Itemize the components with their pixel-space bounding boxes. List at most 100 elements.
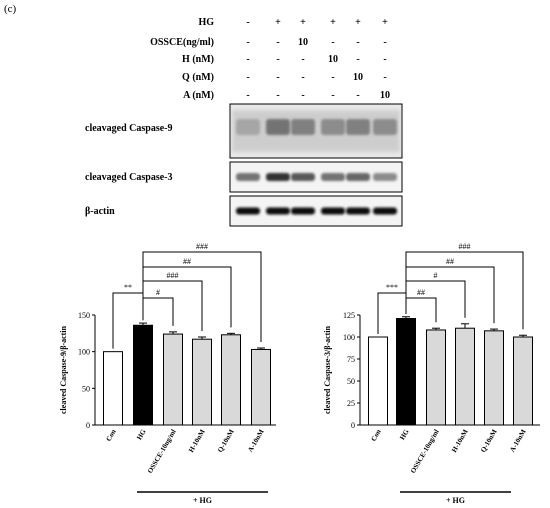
bar <box>251 348 271 426</box>
table-cell: - <box>276 54 279 65</box>
blot-band <box>373 207 397 215</box>
significance-label: ## <box>183 257 191 266</box>
significance-label: # <box>434 271 438 280</box>
blot-band <box>266 207 290 215</box>
table-cell: + <box>355 17 361 28</box>
table-row-label: OSSCE(ng/ml) <box>150 37 214 48</box>
y-tick-label: 0 <box>86 421 90 430</box>
significance-bracket <box>142 266 232 328</box>
blot-band <box>291 119 315 135</box>
table-cell: 10 <box>328 54 338 65</box>
table-cell: - <box>246 72 249 83</box>
table-cell: - <box>383 72 386 83</box>
x-tick-label: OSSCE-10ng/ml <box>146 428 178 475</box>
table-cell: - <box>331 90 334 101</box>
blot-band <box>236 119 260 135</box>
table-row-label: Q (nM) <box>182 72 214 83</box>
table-cell: + <box>275 17 281 28</box>
bar <box>103 351 123 426</box>
significance-label: ## <box>417 288 425 297</box>
bar <box>221 334 241 426</box>
table-cell: - <box>246 37 249 48</box>
significance-label: # <box>156 288 160 297</box>
table-cell: + <box>330 17 336 28</box>
bar <box>426 329 446 426</box>
panel-label: (c) <box>4 3 17 15</box>
table-cell: - <box>356 54 359 65</box>
blot-band <box>373 119 397 135</box>
x-tick-label: H-10nM <box>450 428 470 454</box>
treatment-table: HG - + + + + + OSSCE(ng/ml) - - 10 - - - H (nM) - - - 10 - -… <box>150 17 390 101</box>
table-cell: 10 <box>298 37 308 48</box>
x-tick-label: Con <box>105 428 118 443</box>
table-cell: - <box>276 90 279 101</box>
table-cell: + <box>382 17 388 28</box>
table-cell: - <box>383 54 386 65</box>
table-cell: - <box>246 90 249 101</box>
x-tick-label: Q-10nM <box>479 428 499 454</box>
bar <box>368 336 388 426</box>
blot-band <box>291 207 315 215</box>
blot-label: β-actin <box>85 206 115 217</box>
y-axis-label: cleaved Caspase-3/β-actin <box>323 325 332 414</box>
significance-bracket <box>142 251 262 342</box>
table-cell: - <box>301 72 304 83</box>
significance-label: ** <box>124 283 132 292</box>
blot-band <box>346 207 370 215</box>
blot-band <box>236 207 260 215</box>
significance-label: ### <box>459 242 471 251</box>
bar <box>513 336 533 426</box>
table-cell: - <box>301 54 304 65</box>
x-tick-label: HG <box>135 428 148 442</box>
blot-band <box>291 173 315 181</box>
table-cell: - <box>383 37 386 48</box>
significance-label: *** <box>386 283 398 292</box>
table-row-label: A (nM) <box>183 90 214 101</box>
x-tick-label: Con <box>370 428 383 443</box>
significance-bracket <box>405 251 524 330</box>
caspase9-bar-chart: 0 50 100 150 cleaved Caspase-9/β-actin Con HGO… <box>59 242 276 505</box>
caspase3-bar-chart: 0 25 50 75 100 125 cleaved Caspase-3/β-actin Co… <box>323 242 540 505</box>
x-tick-label: A-10nM <box>508 428 528 454</box>
x-tick-label: Q-10nM <box>216 428 236 454</box>
table-cell: - <box>356 90 359 101</box>
x-tick-label: HG <box>398 428 411 442</box>
bar <box>133 324 153 426</box>
blot-band <box>373 173 397 181</box>
table-row-label: H (nM) <box>182 54 214 65</box>
blot-band <box>266 173 290 181</box>
blot-band <box>266 119 290 135</box>
table-cell: - <box>301 90 304 101</box>
y-tick-label: 150 <box>78 311 90 320</box>
table-row-label: HG <box>198 17 214 28</box>
x-tick-label: OSSCE-10ng/ml <box>409 428 441 475</box>
y-tick-label: 75 <box>347 355 355 364</box>
blot-band <box>321 119 345 135</box>
significance-label: ### <box>167 271 179 280</box>
x-tick-label: H-10nM <box>187 428 207 454</box>
y-axis-label: cleaved Caspase-9/β-actin <box>59 325 68 414</box>
table-cell: - <box>331 37 334 48</box>
table-cell: - <box>331 72 334 83</box>
blot-label: cleavaged Caspase-9 <box>85 123 173 134</box>
y-tick-label: 50 <box>82 384 90 393</box>
table-cell: - <box>356 37 359 48</box>
blot-band <box>236 173 260 181</box>
bar <box>163 333 183 426</box>
bar <box>192 338 212 426</box>
y-tick-label: 0 <box>351 421 355 430</box>
significance-bracket <box>142 297 174 326</box>
significance-label: ### <box>196 242 208 251</box>
blot-band <box>321 173 345 181</box>
y-tick-label: 100 <box>78 348 90 357</box>
blot-band <box>346 173 370 181</box>
group-label: + HG <box>446 496 465 505</box>
table-cell: - <box>246 17 249 28</box>
bar <box>396 318 416 426</box>
western-blot-panels: cleavaged Caspase-9 cleavaged Caspase-3 β-… <box>85 103 403 227</box>
x-tick-label: A-10nM <box>246 428 266 454</box>
blot-band <box>321 207 345 215</box>
bar <box>484 330 504 426</box>
table-cell: 10 <box>380 90 390 101</box>
